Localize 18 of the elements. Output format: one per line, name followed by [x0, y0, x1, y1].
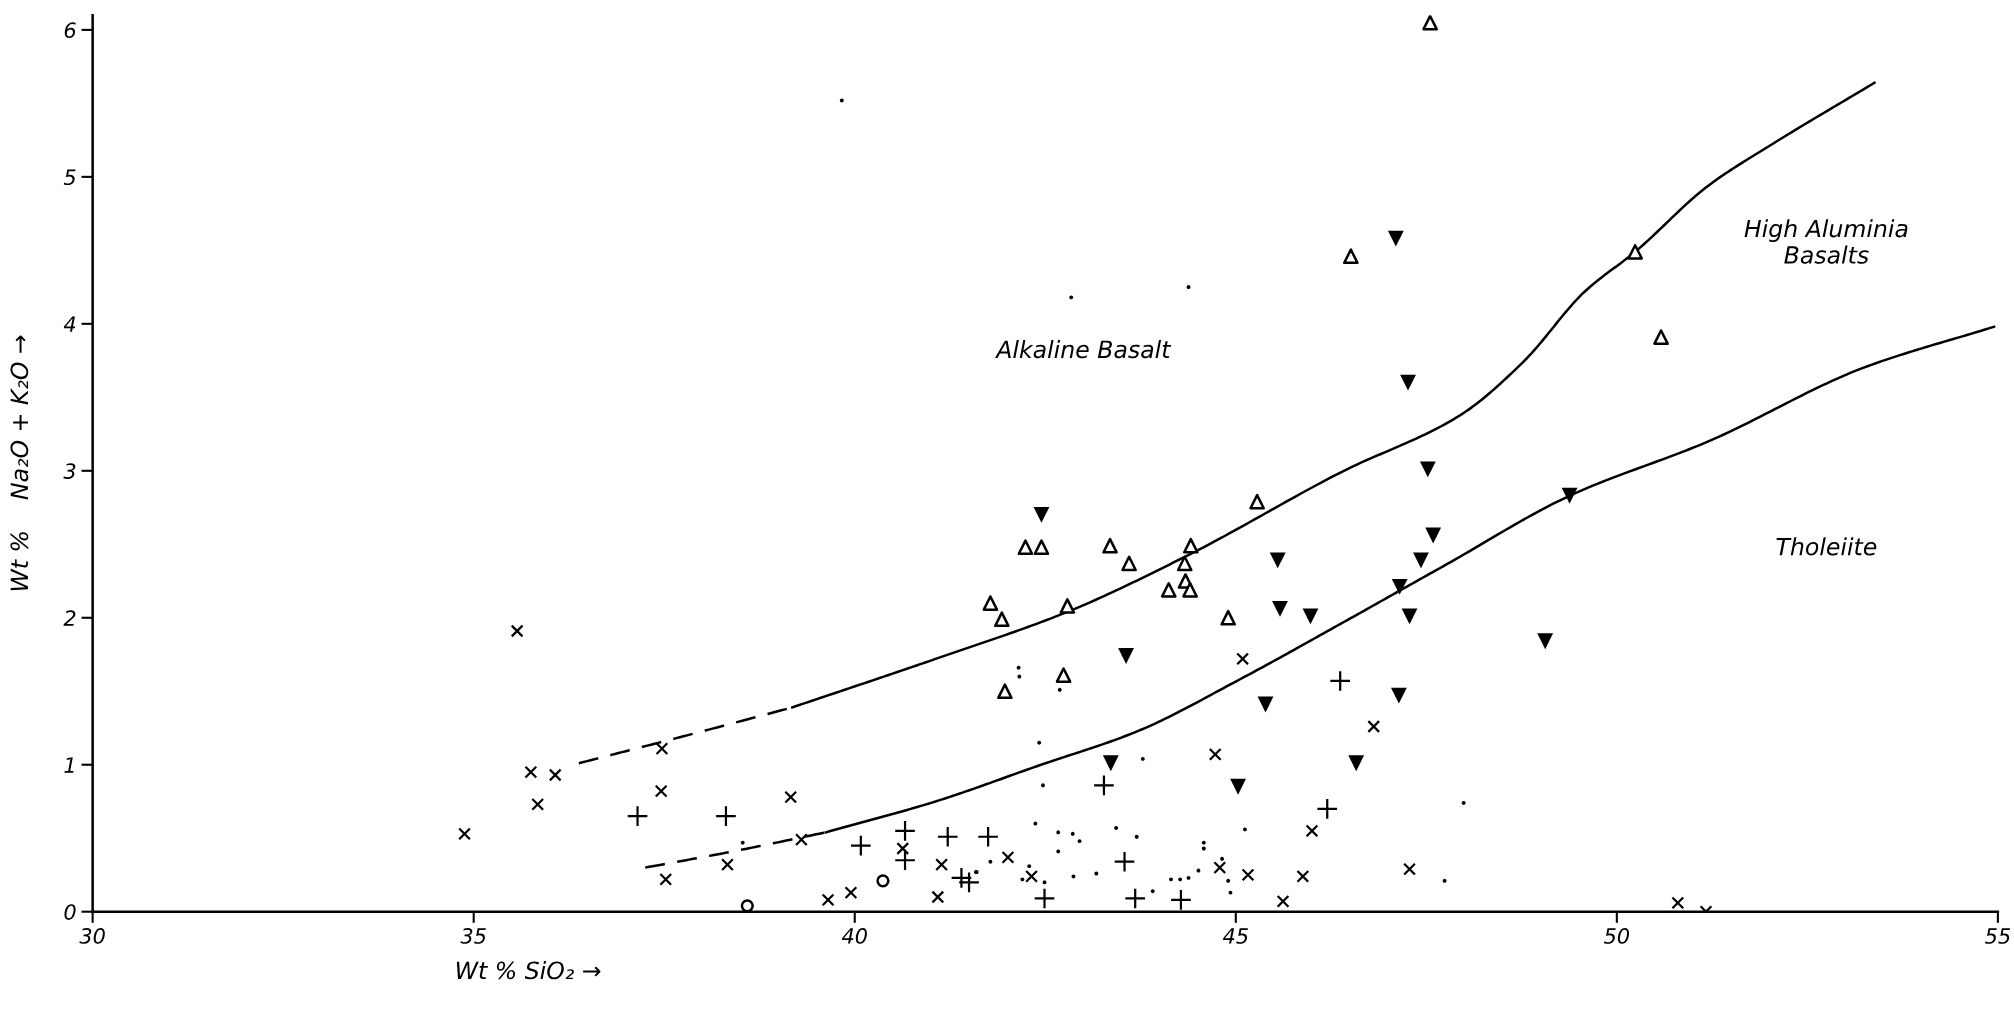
y-tick-label: 5 — [63, 169, 76, 186]
y-axis-title: Wt % Na₂O + K₂O → — [10, 335, 29, 591]
y-tick-label: 2 — [63, 610, 76, 626]
annotation: Alkaline Basalt — [995, 339, 1172, 359]
annotation: Tholeiite — [1776, 537, 1877, 556]
annotation: High Aluminia Basalts — [1744, 219, 1908, 264]
x-axis-title: Wt % SiO₂ → — [456, 961, 601, 980]
x-tick-label: 35 — [460, 928, 486, 944]
y-tick-label: 4 — [63, 316, 76, 332]
x-tick-label: 55 — [1985, 928, 2010, 944]
y-tick-label: 1 — [64, 757, 74, 773]
x-tick-label: 40 — [841, 928, 867, 944]
y-tick-label: 3 — [63, 463, 76, 480]
x-tick-label: 45 — [1222, 928, 1248, 944]
y-tick-label: 6 — [64, 22, 76, 39]
x-tick-label: 30 — [79, 928, 105, 944]
y-tick-label: 0 — [64, 904, 76, 920]
x-tick-label: 50 — [1604, 928, 1630, 944]
